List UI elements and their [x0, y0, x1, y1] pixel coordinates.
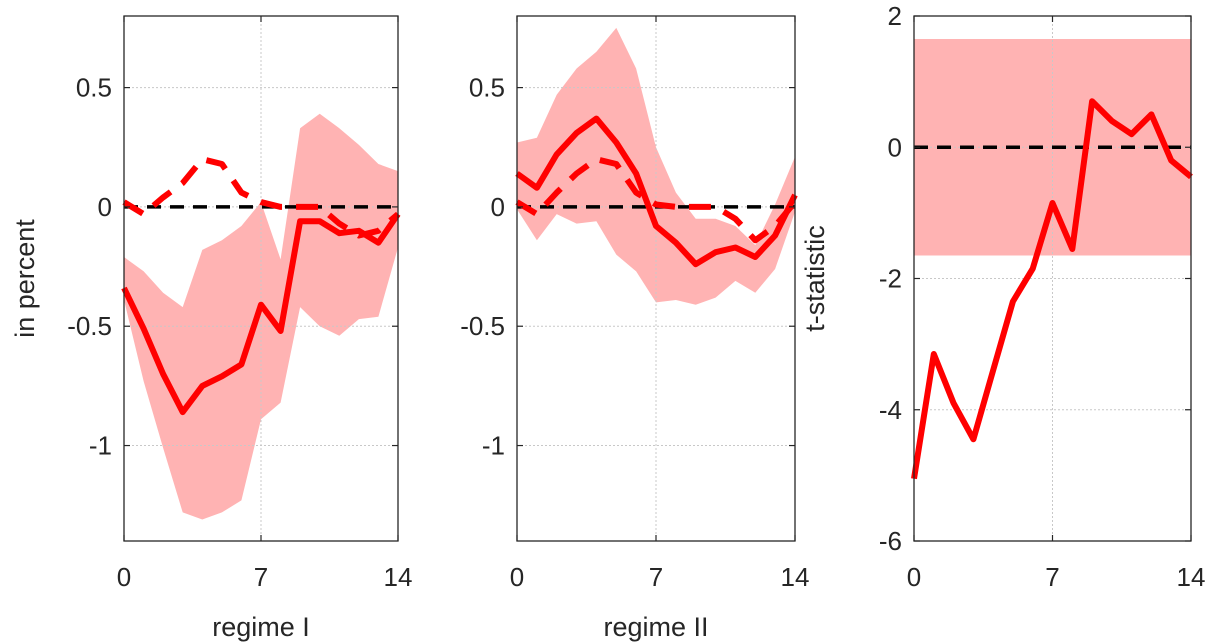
y-tick-label: 0	[888, 132, 902, 162]
y-axis-label: t-statistic	[800, 225, 830, 332]
x-tick-label: 0	[510, 562, 524, 592]
y-tick-label: -2	[879, 264, 902, 294]
x-tick-label: 14	[781, 562, 810, 592]
y-axis-label: in percent	[10, 219, 40, 338]
x-tick-label: 0	[117, 562, 131, 592]
series-line-solid	[515, 115, 798, 268]
y-tick-label: 0	[98, 192, 112, 222]
y-tick-label: -0.5	[67, 311, 112, 341]
chart-panel-3: 0 7 14 2 0 -2 -4 -6 t-statistic	[800, 1, 1205, 592]
y-tick-label: -1	[89, 431, 112, 461]
x-axis-label: regime II	[603, 612, 708, 642]
y-tick-label: 2	[888, 1, 902, 31]
y-tick-label: 0	[491, 192, 505, 222]
x-tick-label: 0	[907, 562, 921, 592]
x-tick-label: 7	[1045, 562, 1059, 592]
chart-panel-1: 0 7 14 0.5 0 -0.5 -1 regime I in percent	[10, 15, 413, 642]
x-tick-label: 14	[384, 562, 413, 592]
series-line-dashed	[515, 156, 798, 244]
y-tick-label: -4	[879, 395, 902, 425]
x-axis-label: regime I	[212, 612, 310, 642]
series-line-dashed	[122, 156, 400, 239]
chart-panel-2: 0 7 14 0.5 0 -0.5 -1 regime II	[460, 15, 810, 642]
y-tick-label: 0.5	[76, 73, 112, 103]
y-tick-label: 0.5	[469, 73, 505, 103]
x-tick-label: 14	[1177, 562, 1206, 592]
series-line-solid	[911, 98, 1193, 480]
x-tick-label: 7	[649, 562, 663, 592]
y-tick-label: -1	[482, 431, 505, 461]
x-tick-label: 7	[254, 562, 268, 592]
y-tick-label: -0.5	[460, 311, 505, 341]
series-line-solid	[121, 212, 401, 416]
y-tick-label: -6	[879, 526, 902, 556]
confidence-band	[517, 27, 795, 305]
